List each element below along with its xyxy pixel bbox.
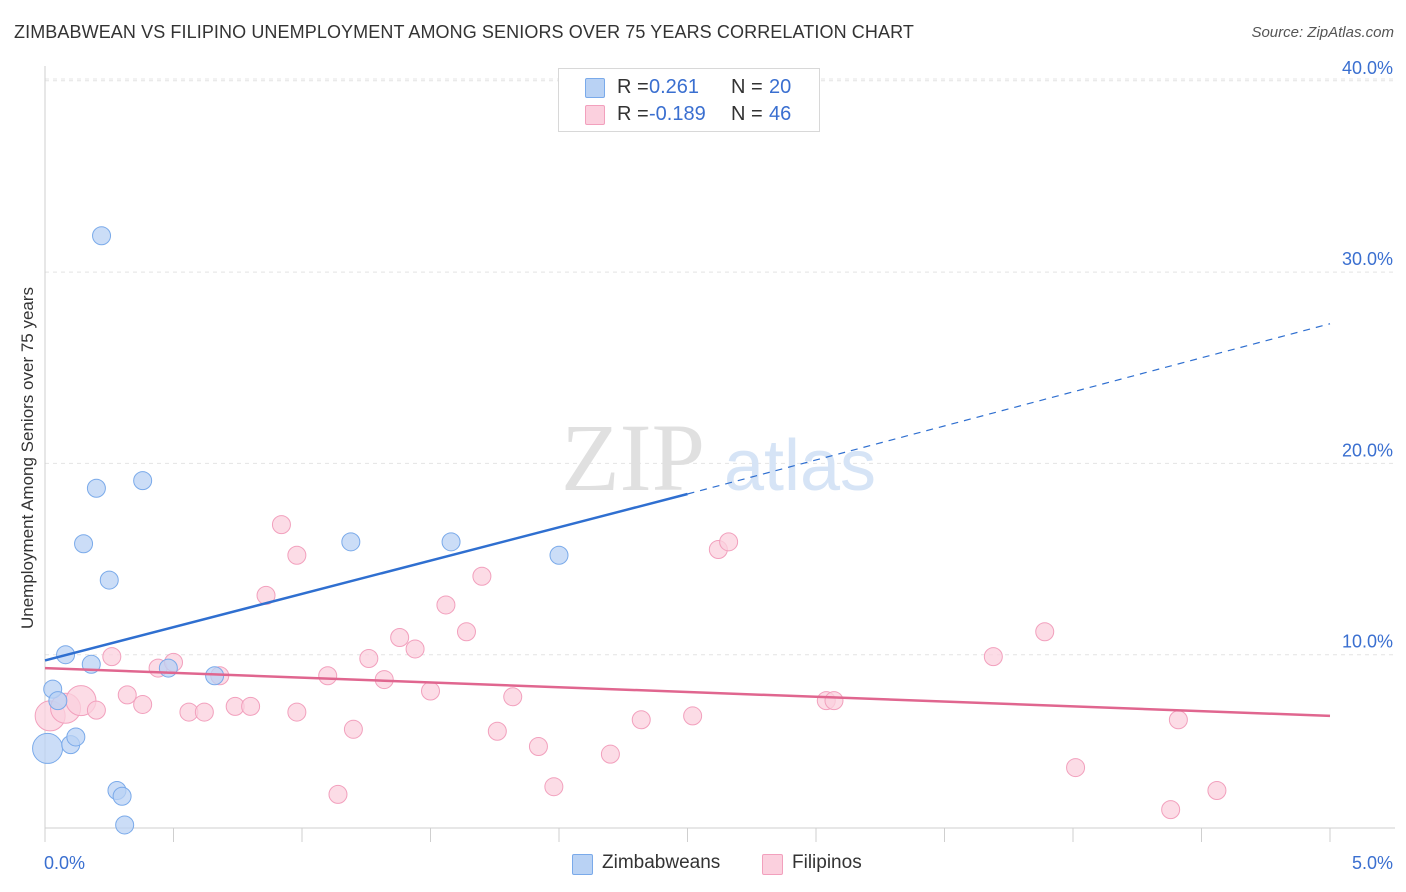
zimbabweans-point [133, 471, 153, 491]
filipinos-point [472, 566, 492, 586]
zimbabweans-point [341, 532, 361, 552]
zimbabweans-point [86, 478, 106, 498]
filipinos-point [631, 710, 651, 730]
zimbabweans-point [74, 534, 94, 554]
zimbabweans-point [158, 658, 178, 678]
legend-n-label: N = [731, 76, 763, 98]
filipinos-point [983, 647, 1003, 667]
legend-label-zimbabweans: Zimbabweans [602, 852, 721, 873]
source-label: Source: ZipAtlas.com [1251, 24, 1394, 41]
filipinos-point [102, 647, 122, 667]
zimbabweans-point [66, 727, 86, 747]
data-points [32, 226, 1227, 835]
legend-r-label: R = [617, 103, 649, 125]
axes [44, 66, 1395, 842]
filipinos-point [683, 706, 703, 726]
filipinos-point [528, 737, 548, 757]
legend-swatch-zimbabweans [572, 854, 593, 875]
chart-title: ZIMBABWEAN VS FILIPINO UNEMPLOYMENT AMON… [14, 22, 914, 42]
legend-swatch-filipinos [585, 105, 605, 125]
filipinos-point [117, 685, 137, 705]
filipinos-point [1207, 781, 1227, 801]
filipinos-point [343, 719, 363, 739]
zimbabweans-point [441, 532, 461, 552]
legend-n-value: 20 [769, 76, 792, 98]
legend-r-value: 0.261 [649, 76, 700, 98]
zimbabweans-point [549, 545, 569, 565]
filipinos-point [600, 744, 620, 764]
x-tick-label: 5.0% [1352, 853, 1393, 873]
legend-label-filipinos: Filipinos [792, 852, 862, 873]
gridlines [45, 78, 1395, 656]
filipinos-point [1168, 710, 1188, 730]
filipinos-point [436, 595, 456, 615]
watermark: ZIP atlas [561, 404, 876, 511]
filipinos-point [318, 666, 338, 686]
legend-n-label: N = [731, 103, 763, 125]
filipinos-point [824, 691, 844, 711]
filipinos-point [719, 532, 739, 552]
filipinos-point [194, 702, 214, 722]
y-tick-label: 20.0% [1342, 440, 1393, 460]
filipinos-point [1035, 622, 1055, 642]
filipinos-point [456, 622, 476, 642]
filipinos-point [390, 627, 410, 647]
filipinos-point [1066, 758, 1086, 778]
trend-lines [44, 323, 1331, 718]
correlation-legend: R = 0.261 N = 20 R = -0.189 N = 46 [558, 68, 820, 132]
zimbabweans-point [32, 732, 64, 764]
legend-swatch-filipinos [762, 854, 783, 875]
filipinos-point [287, 702, 307, 722]
filipinos-trend-line [44, 666, 1331, 718]
y-tick-label: 10.0% [1342, 632, 1393, 652]
legend-swatch-zimbabweans [585, 78, 605, 98]
zimbabweans-point [92, 226, 112, 246]
filipinos-point [241, 696, 261, 716]
zimbabweans-point [112, 786, 132, 806]
filipinos-point [86, 700, 106, 720]
filipinos-point [405, 639, 425, 659]
legend-r-value: -0.189 [649, 103, 706, 125]
legend-r-label: R = [617, 76, 649, 98]
filipinos-point [487, 721, 507, 741]
filipinos-point [328, 784, 348, 804]
zimbabweans-point [99, 570, 119, 590]
watermark-zip: ZIP [561, 404, 705, 511]
y-tick-label: 30.0% [1342, 249, 1393, 269]
filipinos-point [271, 515, 291, 535]
filipinos-point [544, 777, 564, 797]
zimbabweans-trend-line [44, 492, 688, 662]
watermark-atlas: atlas [724, 426, 876, 506]
legend-row-filipinos: R = -0.189 N = 46 [559, 100, 819, 126]
filipinos-point [503, 687, 523, 707]
filipinos-point [287, 545, 307, 565]
filipinos-point [1161, 800, 1181, 820]
zimbabweans-trend-extension [687, 323, 1331, 495]
filipinos-point [359, 649, 379, 669]
y-tick-label: 40.0% [1342, 58, 1393, 78]
zimbabweans-point [48, 691, 68, 711]
filipinos-point [133, 694, 153, 714]
legend-n-value: 46 [769, 103, 792, 125]
legend-row-zimbabweans: R = 0.261 N = 20 [559, 73, 819, 99]
filipinos-point [421, 681, 440, 701]
zimbabweans-point [115, 815, 135, 835]
tick-labels: 10.0% 20.0% 30.0% 40.0% 0.0% 5.0% [44, 58, 1393, 873]
x-tick-label: 0.0% [44, 853, 85, 873]
